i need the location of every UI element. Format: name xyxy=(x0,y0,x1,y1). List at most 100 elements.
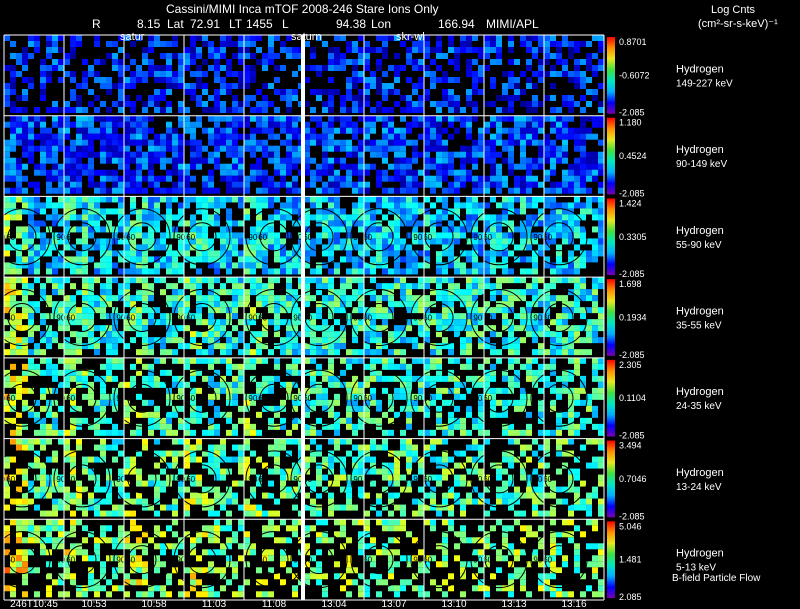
contour-label: 90 xyxy=(176,556,185,565)
row-species-label: Hydrogen xyxy=(676,306,724,318)
contour-label: 60 xyxy=(6,475,15,484)
contour-label: 60 xyxy=(543,314,552,323)
contour-ring xyxy=(290,450,348,508)
colorbar-mid: 0.7046 xyxy=(619,474,647,484)
direction-label: saturn xyxy=(291,31,322,43)
contour-label: 90 xyxy=(533,233,542,242)
heatmap-cell xyxy=(364,277,424,356)
contour-ring xyxy=(113,531,171,589)
row-species-label: Hydrogen xyxy=(676,467,724,479)
units-label: Log Cnts xyxy=(711,4,756,16)
contour-ring xyxy=(530,531,588,589)
contour-ring xyxy=(67,545,97,575)
heatmap-cell xyxy=(184,277,244,356)
contour-label: 60 xyxy=(66,314,75,323)
colorbar-mid: 0.4524 xyxy=(619,151,647,161)
contour-ring xyxy=(530,450,588,508)
l-value: 166.94 xyxy=(438,17,475,31)
contour-label: 60 xyxy=(363,314,372,323)
contour-label: 90 xyxy=(293,556,302,565)
heatmap-cell xyxy=(544,519,604,598)
contour-label: 90 xyxy=(0,556,6,565)
row-energy-label: 5-13 keV xyxy=(676,563,716,574)
colorbar-min: -2.085 xyxy=(619,269,645,279)
contour-label: 90 xyxy=(116,394,125,403)
contour-ring xyxy=(484,383,514,413)
contour-ring xyxy=(544,545,574,575)
contour-ring xyxy=(0,208,51,266)
heatmap-cell xyxy=(4,519,64,598)
contour-label: 90 xyxy=(413,556,422,565)
time-tick-label: 13:10 xyxy=(441,599,466,609)
contour-label: 60 xyxy=(543,233,552,242)
colorbar-mid: 1.481 xyxy=(619,555,642,565)
contour-label: 90 xyxy=(413,314,422,323)
contour-ring xyxy=(7,545,37,575)
contour-label: 90 xyxy=(0,314,6,323)
heatmap-cell xyxy=(364,35,424,113)
contour-label: 60 xyxy=(66,394,75,403)
time-tick-label: 13:07 xyxy=(381,599,406,609)
r-value: 8.15 xyxy=(137,17,161,31)
contour-label: 90 xyxy=(413,394,422,403)
time-tick-label: 13:13 xyxy=(501,599,526,609)
colorbar-min: -2.085 xyxy=(619,350,645,360)
contour-label: 90 xyxy=(533,314,542,323)
chart-title: Cassini/MIMI Inca mTOF 2008-246 Stare Io… xyxy=(166,2,439,16)
heatmap-cell xyxy=(364,519,424,598)
l-label: L xyxy=(282,17,289,31)
contour-label: 60 xyxy=(66,556,75,565)
colorbar xyxy=(607,279,615,356)
row-species-label: Hydrogen xyxy=(676,144,724,156)
contour-ring xyxy=(350,450,408,508)
direction-label: satur xyxy=(120,31,145,43)
heatmap-cell xyxy=(244,196,304,275)
contour-label: 60 xyxy=(258,475,267,484)
contour-ring xyxy=(113,369,171,427)
heatmap-cell xyxy=(304,357,364,436)
colorbar-min: -2.085 xyxy=(619,511,645,521)
contour-label: 90 xyxy=(116,314,125,323)
colorbar-min: -2.085 xyxy=(619,108,645,118)
contour-ring xyxy=(127,383,157,413)
contour-ring xyxy=(470,208,528,266)
heatmap-cell xyxy=(184,115,244,194)
contour-label: 90 xyxy=(176,233,185,242)
heatmap-cell xyxy=(424,357,484,436)
contour-label: 90 xyxy=(533,556,542,565)
heatmap-cell xyxy=(364,115,424,194)
row-species-label: Hydrogen xyxy=(676,386,724,398)
contour-label: 60 xyxy=(186,233,195,242)
contour-label: 60 xyxy=(126,233,135,242)
time-tick-label: 11:08 xyxy=(262,599,287,609)
heatmap-cell xyxy=(184,35,244,113)
contour-ring xyxy=(173,208,231,266)
row-species-label: Hydrogen xyxy=(676,63,724,75)
contour-label: 90 xyxy=(248,475,257,484)
contour-ring xyxy=(530,208,588,266)
contour-ring xyxy=(187,383,217,413)
heatmap-cell xyxy=(544,357,604,436)
heatmap-cell xyxy=(64,438,124,517)
contour-label: 60 xyxy=(303,556,312,565)
contour-ring xyxy=(113,208,171,266)
heatmap-cell xyxy=(304,277,364,356)
colorbar-mid: 0.1104 xyxy=(619,393,646,403)
contour-label: 90 xyxy=(293,394,302,403)
colorbar xyxy=(607,440,615,518)
contour-label: 90 xyxy=(413,233,422,242)
contour-label: 90 xyxy=(248,556,257,565)
contour-ring xyxy=(424,383,454,413)
contour-label: 60 xyxy=(543,556,552,565)
contour-ring xyxy=(350,531,408,589)
contour-ring xyxy=(187,222,217,252)
lon-label: Lon xyxy=(371,17,392,31)
heatmap-cell xyxy=(184,519,244,598)
contour-label: 60 xyxy=(258,314,267,323)
row-energy-label: 24-35 keV xyxy=(676,401,722,412)
time-tick-label: 11:03 xyxy=(202,599,227,609)
contour-ring xyxy=(410,450,468,508)
heatmap-cell xyxy=(124,115,184,194)
contour-ring xyxy=(410,289,468,346)
contour-label: 90 xyxy=(0,475,6,484)
